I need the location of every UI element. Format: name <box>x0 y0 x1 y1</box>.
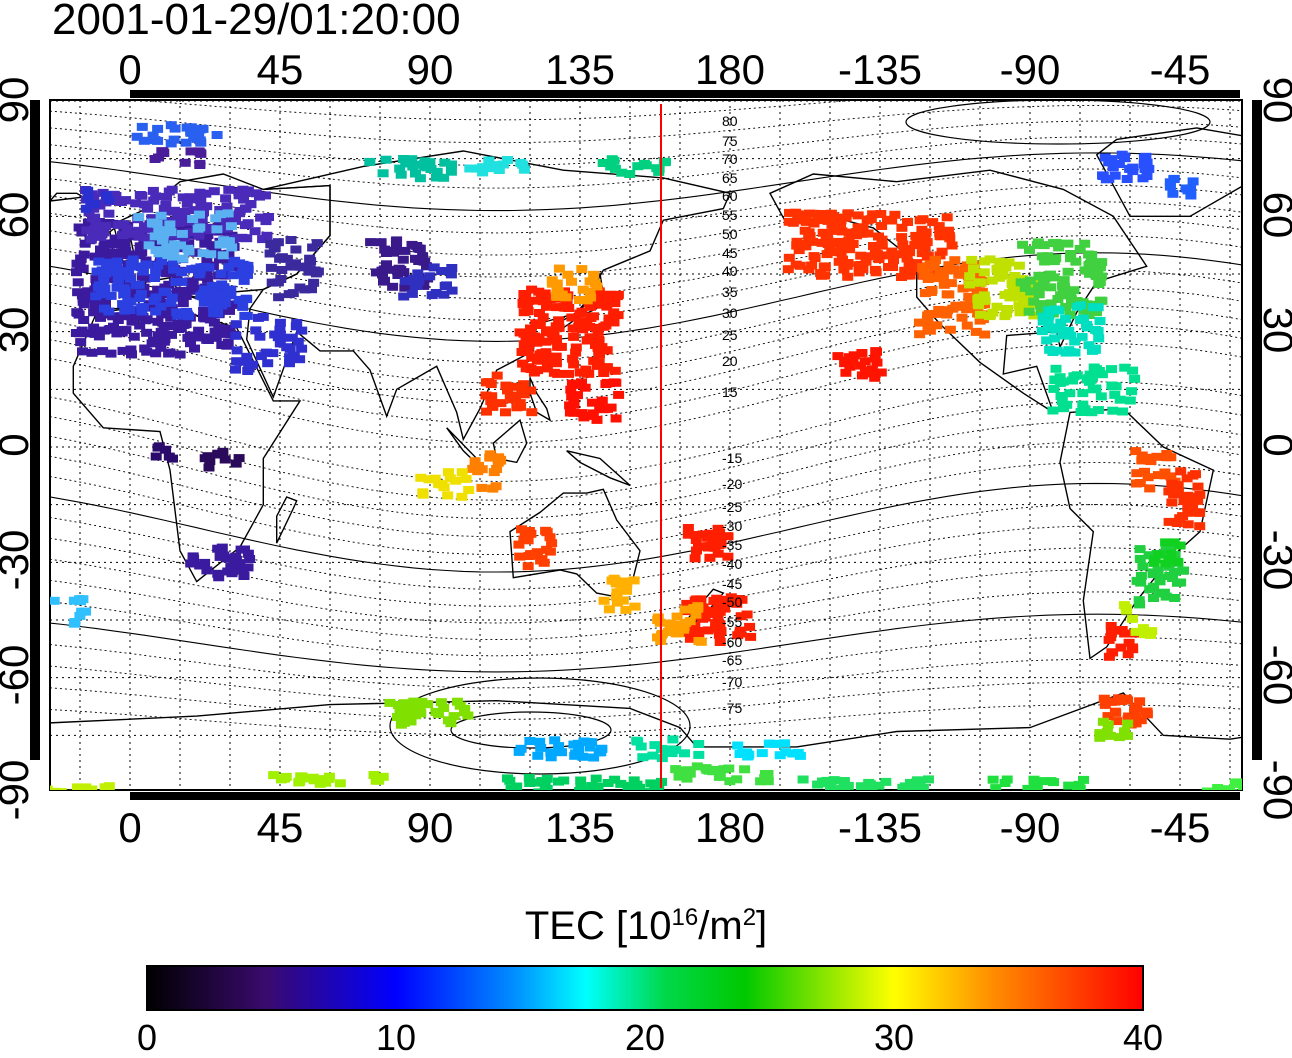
colorbar-tick-10: 10 <box>376 1018 416 1058</box>
colorbar-tick-0: 0 <box>137 1018 157 1058</box>
colorbar-tick-20: 20 <box>625 1018 665 1058</box>
colorbar-tick-30: 30 <box>874 1018 914 1058</box>
colorbar-gradient <box>147 966 1143 1010</box>
colorbar-tick-40: 40 <box>1123 1018 1163 1058</box>
